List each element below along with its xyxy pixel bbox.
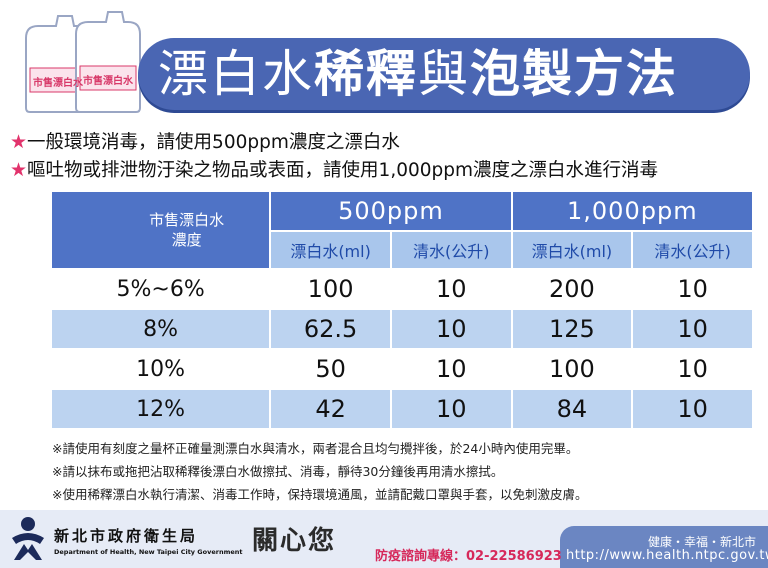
subheader-bleach: 漂白水(ml) (512, 232, 632, 268)
health-department-logo-icon (12, 517, 44, 560)
bullet-line: ★嘔吐物或排泄物汙染之物品或表面，請使用1,000ppm濃度之漂白水進行消毒 (10, 156, 658, 182)
footnote: ※請以抹布或拖把沾取稀釋後漂白水做擦拭、消毒，靜待30分鐘後再用清水擦拭。 (52, 464, 504, 479)
table-cell: 10 (633, 390, 752, 428)
title-part: 稀釋 (314, 45, 418, 103)
table-cell: 42 (271, 390, 390, 428)
table-row: 8% 62.5 10 125 10 (52, 310, 752, 348)
department-name-english: Department of Health, New Taipei City Go… (54, 548, 243, 556)
header-line: 濃度 (171, 231, 202, 249)
star-icon: ★ (10, 159, 28, 181)
title-part: 漂白水 (158, 45, 314, 103)
website-link[interactable]: http://www.health.ntpc.gov.tw (566, 548, 768, 563)
table-cell: 100 (512, 350, 632, 388)
table-cell: 84 (512, 390, 632, 428)
star-icon: ★ (10, 131, 28, 153)
subheader-water: 清水(公升) (633, 232, 752, 268)
page-title: 漂白水稀釋與泡製方法 (158, 38, 678, 110)
header-line: 市售漂白水 (149, 211, 225, 229)
subheader-bleach: 漂白水(ml) (271, 232, 390, 268)
table-cell: 62.5 (271, 310, 390, 348)
bottle-label: 市售漂白水 (33, 78, 83, 89)
concentration-cell: 8% (52, 310, 270, 348)
concentration-header: 市售漂白水 濃度 (52, 192, 270, 268)
title-banner (138, 38, 750, 110)
bullet-line: ★一般環境消毒，請使用500ppm濃度之漂白水 (10, 128, 400, 154)
title-part: 泡製方法 (470, 45, 678, 103)
table-cell: 200 (512, 270, 632, 308)
bottle-label: 市售漂白水 (83, 76, 133, 87)
table-cell: 10 (633, 310, 752, 348)
table-row: 12% 42 10 84 10 (52, 390, 752, 428)
bullet-text: 一般環境消毒，請使用500ppm濃度之漂白水 (27, 132, 400, 153)
table-cell: 10 (391, 350, 511, 388)
bullet-text: 嘔吐物或排泄物汙染之物品或表面，請使用1,000ppm濃度之漂白水進行消毒 (27, 160, 659, 181)
department-name: 新北市政府衛生局 (54, 527, 199, 545)
bleach-bottles-icon (25, 11, 141, 113)
group-header-1000ppm: 1,000ppm (512, 192, 752, 230)
table-row: 10% 50 10 100 10 (52, 350, 752, 388)
care-slogan: 關心您 (252, 526, 337, 556)
subheader-water: 清水(公升) (391, 232, 511, 268)
title-part: 與 (418, 45, 470, 103)
concentration-cell: 5%~6% (52, 270, 270, 308)
group-header-500ppm: 500ppm (271, 192, 511, 230)
footer-accent (560, 526, 768, 568)
table-cell: 100 (271, 270, 390, 308)
dilution-table: 市售漂白水 濃度 500ppm 1,000ppm 漂白水(ml) 清水(公升) … (50, 190, 754, 430)
table-cell: 10 (391, 390, 511, 428)
table-cell: 10 (633, 350, 752, 388)
table-cell: 10 (391, 270, 511, 308)
table-cell: 50 (271, 350, 390, 388)
table-cell: 10 (391, 310, 511, 348)
table-row: 5%~6% 100 10 200 10 (52, 270, 752, 308)
footnote: ※請使用有刻度之量杯正確量測漂白水與清水，兩者混合且均勻攪拌後，於24小時內使用… (52, 441, 579, 456)
table-cell: 125 (512, 310, 632, 348)
concentration-cell: 12% (52, 390, 270, 428)
hotline: 防疫諮詢專線：02-22586923 (375, 549, 562, 564)
table-cell: 10 (633, 270, 752, 308)
footer-slogan: 健康・幸福・新北市 (648, 535, 757, 549)
concentration-cell: 10% (52, 350, 270, 388)
footnote: ※使用稀釋漂白水執行清潔、消毒工作時，保持環境通風，並請配戴口罩與手套，以免刺激… (52, 487, 588, 502)
